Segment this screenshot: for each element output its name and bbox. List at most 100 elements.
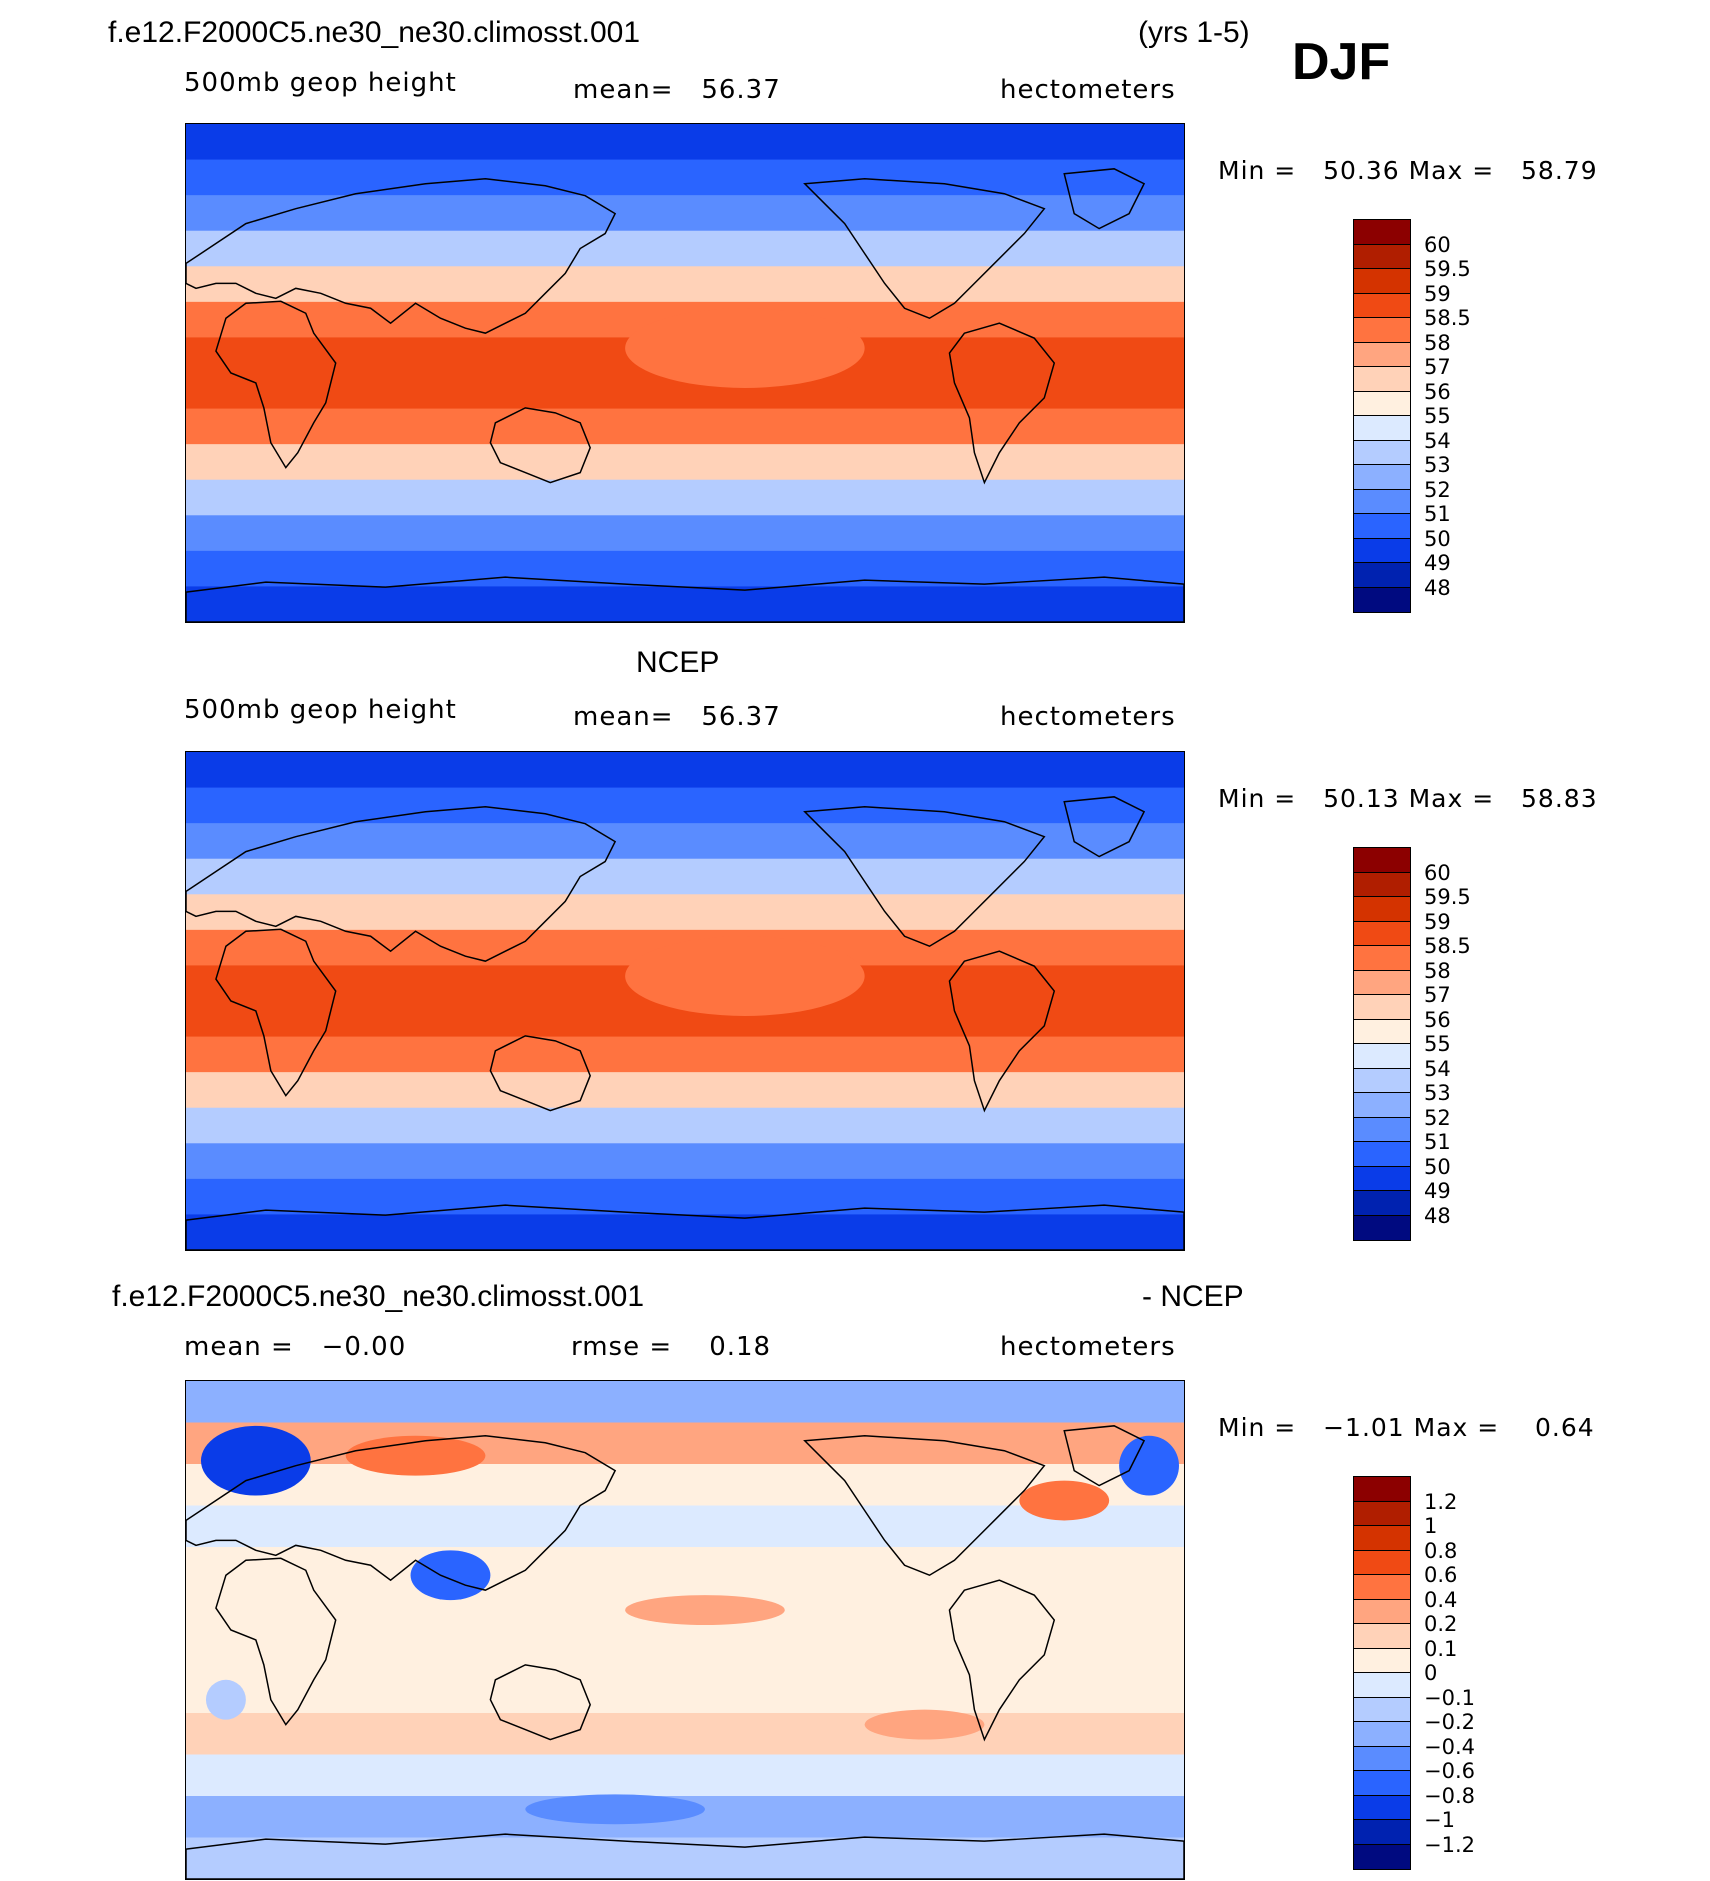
colorbar-swatch [1354, 1215, 1410, 1240]
contour-band [186, 1107, 1184, 1145]
panel3-rmse: rmse = 0.18 [571, 1332, 772, 1362]
panel1-field: 500mb geop height [184, 68, 457, 98]
colorbar-tick-label: −0.4 [1424, 1734, 1475, 1759]
colorbar-swatch [1354, 1166, 1410, 1191]
colorbar-swatch [1354, 1844, 1410, 1869]
contour-region [625, 308, 865, 388]
colorbar-swatch [1354, 587, 1410, 612]
contour-band [186, 894, 1184, 931]
contour-band [186, 444, 1184, 481]
colorbar-tick-label: 50 [1424, 526, 1451, 551]
colorbar-tick-label: 54 [1424, 1056, 1451, 1081]
colorbar-tick-label: 59 [1424, 281, 1451, 306]
colorbar-tick-label: −0.8 [1424, 1783, 1475, 1808]
colorbar-tick-label: 54 [1424, 428, 1451, 453]
contour-band [186, 266, 1184, 303]
colorbar-swatch [1354, 1093, 1410, 1118]
years-label: (yrs 1-5) [1138, 16, 1250, 49]
colorbar-tick-label: 59 [1424, 909, 1451, 934]
panel3-map [185, 1380, 1185, 1880]
colorbar-swatch [1354, 367, 1410, 392]
panel2-map [185, 751, 1185, 1251]
colorbar-swatch [1354, 872, 1410, 897]
coastline [948, 950, 1056, 1113]
colorbar-swatch [1354, 293, 1410, 318]
coastline [186, 1204, 1184, 1250]
panel2-units: hectometers [1000, 702, 1176, 732]
season-label: DJF [1292, 33, 1391, 91]
colorbar-tick-label: 58 [1424, 958, 1451, 983]
panel1-units: hectometers [1000, 75, 1176, 105]
colorbar-tick-label: 0.6 [1424, 1563, 1458, 1587]
colorbar-tick-label: 59.5 [1424, 885, 1471, 909]
colorbar-tick-label: 49 [1424, 551, 1451, 575]
colorbar-swatch [1354, 391, 1410, 416]
panel2-colorbar [1353, 847, 1411, 1241]
colorbar-swatch [1354, 318, 1410, 343]
colorbar-swatch [1354, 946, 1410, 971]
coastline [489, 1664, 591, 1741]
colorbar-swatch [1354, 269, 1410, 294]
anomaly-region [525, 1794, 705, 1825]
coastline [186, 806, 617, 962]
colorbar-swatch [1354, 1599, 1410, 1624]
colorbar-swatch [1354, 440, 1410, 465]
contour-band [186, 1713, 1184, 1756]
colorbar-swatch [1354, 342, 1410, 367]
colorbar-swatch [1354, 1117, 1410, 1142]
contour-band [186, 586, 1184, 622]
anomaly-region [625, 1595, 785, 1626]
colorbar-tick-label: 52 [1424, 477, 1451, 502]
colorbar-tick-label: 53 [1424, 1081, 1451, 1105]
colorbar-tick-label: 58.5 [1424, 306, 1471, 330]
colorbar-swatch [1354, 1550, 1410, 1575]
contour-band [186, 1505, 1184, 1548]
panel3-units: hectometers [1000, 1332, 1176, 1362]
colorbar-tick-label: 57 [1424, 355, 1451, 379]
colorbar-tick-label: 53 [1424, 453, 1451, 477]
colorbar-tick-label: 56 [1424, 1007, 1451, 1032]
panel2-title: NCEP [636, 646, 720, 679]
coastline [803, 1435, 1046, 1577]
contour-band [186, 124, 1184, 161]
colorbar-tick-label: 51 [1424, 502, 1451, 526]
colorbar-tick-label: 49 [1424, 1179, 1451, 1203]
contour-band [186, 1072, 1184, 1109]
colorbar-swatch [1354, 1191, 1410, 1216]
colorbar-tick-label: 48 [1424, 1203, 1451, 1228]
panel2-field: 500mb geop height [184, 695, 457, 725]
colorbar-swatch [1354, 416, 1410, 441]
colorbar-swatch [1354, 1722, 1410, 1747]
contour-band [186, 1143, 1184, 1180]
panel1-minmax: Min = 50.36 Max = 58.79 [1218, 156, 1598, 185]
colorbar-swatch [1354, 220, 1410, 245]
coastline [1063, 1425, 1146, 1487]
anomaly-region [345, 1435, 486, 1476]
anomaly-region [205, 1679, 246, 1720]
contour-band [186, 1754, 1184, 1797]
colorbar-swatch [1354, 921, 1410, 946]
colorbar-swatch [1354, 1068, 1410, 1093]
colorbar-tick-label: 0.8 [1424, 1538, 1458, 1563]
coastline [1063, 796, 1146, 858]
contour-band [186, 1036, 1184, 1074]
colorbar-swatch [1354, 1697, 1410, 1722]
contour-band [186, 787, 1184, 825]
contour-band [186, 515, 1184, 552]
colorbar-tick-label: 55 [1424, 1032, 1451, 1056]
panel3-title: f.e12.F2000C5.ne30_ne30.climosst.001 [112, 1280, 645, 1313]
colorbar-swatch [1354, 1575, 1410, 1600]
contour-band [186, 408, 1184, 446]
colorbar-tick-label: 0.2 [1424, 1612, 1458, 1636]
colorbar-swatch [1354, 1795, 1410, 1820]
colorbar-swatch [1354, 1746, 1410, 1771]
coastline [215, 1557, 337, 1726]
contour-band [186, 1464, 1184, 1507]
contour-band [186, 752, 1184, 789]
panel1-colorbar [1353, 219, 1411, 613]
colorbar-swatch [1354, 1771, 1410, 1796]
anomaly-region [864, 1709, 985, 1740]
coastline [186, 1833, 1184, 1879]
colorbar-tick-label: 1.2 [1424, 1489, 1458, 1514]
colorbar-swatch [1354, 897, 1410, 922]
